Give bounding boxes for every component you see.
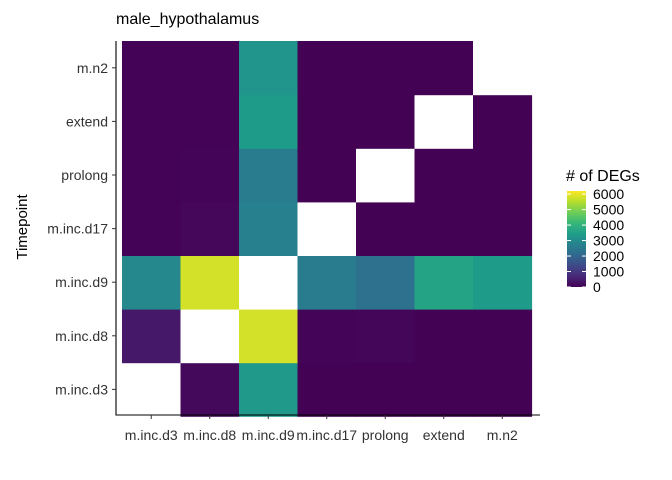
heatmap-cell — [122, 41, 182, 96]
heatmap-cell — [473, 362, 533, 417]
heatmap-cell — [356, 309, 416, 364]
heatmap-cell — [414, 94, 474, 149]
chart-title: male_hypothalamus — [116, 11, 259, 28]
x-tick-label: m.n2 — [487, 427, 518, 443]
heatmap-cell — [180, 201, 240, 256]
heatmap-cell — [414, 362, 474, 417]
heatmap-cell — [122, 309, 182, 364]
y-tick-label: extend — [66, 113, 108, 129]
heatmap-cell — [414, 201, 474, 256]
x-tick-label: m.inc.d3 — [125, 427, 178, 443]
y-tick-label: prolong — [61, 167, 108, 183]
heatmap-cell — [356, 255, 416, 310]
x-tick-label: extend — [423, 427, 465, 443]
legend-tick-label: 1000 — [593, 264, 624, 280]
heatmap-cell — [122, 362, 182, 417]
heatmap-cell — [239, 201, 299, 256]
legend-tick-label: 5000 — [593, 202, 624, 218]
legend-title: # of DEGs — [566, 168, 640, 185]
legend-tick-label: 2000 — [593, 248, 624, 264]
legend-tick-label: 0 — [593, 279, 601, 295]
x-tick-label: m.inc.d8 — [183, 427, 236, 443]
heatmap-cell — [180, 309, 240, 364]
y-tick-label: m.inc.d3 — [55, 381, 108, 397]
heatmap-cell — [297, 41, 357, 96]
heatmap-cell — [473, 309, 533, 364]
heatmap-cell — [239, 309, 299, 364]
heatmap-cell — [122, 94, 182, 149]
x-tick-label: m.inc.d9 — [242, 427, 295, 443]
heatmap-cell — [473, 94, 533, 149]
y-tick-labels: m.inc.d3 m.inc.d8 m.inc.d9 m.inc.d17 prolong… — [47, 60, 108, 398]
heatmap-cell — [122, 255, 182, 310]
y-tick-label: m.inc.d8 — [55, 328, 108, 344]
heatmap-cell — [356, 148, 416, 203]
legend-colorbar — [567, 191, 586, 287]
heatmap-cell — [297, 201, 357, 256]
heatmap-cell — [239, 94, 299, 149]
heatmap-cell — [297, 94, 357, 149]
heatmap-cell — [239, 41, 299, 96]
heatmap-cell — [180, 41, 240, 96]
heatmap-cell — [356, 201, 416, 256]
heatmap-cell — [180, 148, 240, 203]
heatmap-cell — [180, 255, 240, 310]
heatmap-cells — [122, 41, 533, 417]
x-tick-label: prolong — [362, 427, 409, 443]
heatmap-cell — [297, 309, 357, 364]
heatmap-cell — [297, 362, 357, 417]
y-tick-label: m.n2 — [77, 60, 108, 76]
legend-tick-label: 3000 — [593, 233, 624, 249]
heatmap-cell — [239, 362, 299, 417]
heatmap-cell — [414, 255, 474, 310]
heatmap-cell — [356, 41, 416, 96]
x-tick-label: m.inc.d17 — [296, 427, 357, 443]
heatmap-cell — [239, 255, 299, 310]
heatmap-cell — [414, 41, 474, 96]
y-tick-label: m.inc.d9 — [55, 274, 108, 290]
heatmap-cell — [414, 309, 474, 364]
heatmap-cell — [414, 148, 474, 203]
heatmap-cell — [473, 255, 533, 310]
x-tick-labels: m.inc.d3 m.inc.d8 m.inc.d9 m.inc.d17 prolong… — [125, 427, 518, 443]
heatmap-cell — [239, 148, 299, 203]
y-axis-title: Timepoint — [14, 194, 31, 260]
y-tick-label: m.inc.d17 — [47, 221, 108, 237]
heatmap-cell — [473, 148, 533, 203]
heatmap-cell — [122, 201, 182, 256]
heatmap-cell — [180, 362, 240, 417]
heatmap-cell — [356, 362, 416, 417]
heatmap-cell — [297, 255, 357, 310]
heatmap-cell — [122, 148, 182, 203]
heatmap-cell — [180, 94, 240, 149]
axes — [112, 41, 540, 419]
legend-tick-label: 4000 — [593, 217, 624, 233]
legend-tick-label: 6000 — [593, 186, 624, 202]
heatmap-cell — [297, 148, 357, 203]
heatmap-cell — [473, 41, 533, 96]
heatmap-cell — [473, 201, 533, 256]
heatmap-cell — [356, 94, 416, 149]
